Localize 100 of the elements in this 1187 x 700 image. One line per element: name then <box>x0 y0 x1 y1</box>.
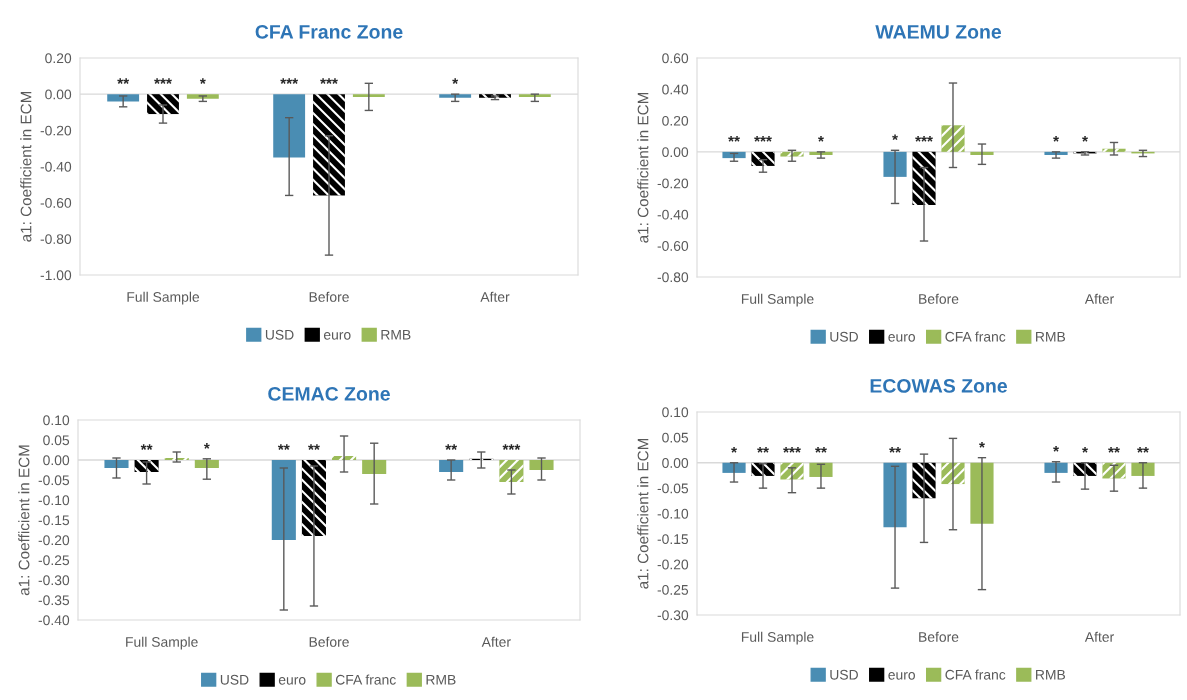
data-label: ** <box>117 78 130 84</box>
y-tick-label: 0.60 <box>662 53 689 64</box>
chart-title: WAEMU Zone <box>875 25 1002 39</box>
data-label: * <box>818 135 824 142</box>
bar <box>883 151 907 177</box>
data-label: ** <box>140 444 153 450</box>
legend-label: USD <box>830 669 858 680</box>
data-label: * <box>1053 446 1059 452</box>
y-tick-label: -0.40 <box>38 615 70 626</box>
y-tick-label: -0.25 <box>657 584 689 595</box>
y-tick-label: 0.10 <box>662 407 689 418</box>
x-tick-label: Full Sample <box>741 631 814 645</box>
y-tick-label: -0.05 <box>657 483 689 494</box>
y-axis-title: a1: Coefficient in ECM <box>20 91 32 242</box>
legend-label: euro <box>888 334 915 342</box>
legend-label: RMB <box>1036 331 1066 342</box>
data-label: *** <box>154 78 172 84</box>
x-tick-label: After <box>1084 631 1114 642</box>
legend-label: USD <box>830 331 858 342</box>
y-tick-label: 0.00 <box>662 147 689 158</box>
data-label: *** <box>915 135 933 142</box>
legend-label: euro <box>323 332 351 340</box>
data-label: ** <box>728 135 740 142</box>
y-tick-label: -0.30 <box>657 610 689 621</box>
y-tick-label: -0.40 <box>40 161 72 172</box>
chart-title: CEMAC Zone <box>268 386 390 401</box>
y-tick-label: 0.20 <box>662 115 689 126</box>
y-tick-label: 0.00 <box>662 458 689 468</box>
chart-title: ECOWAS Zone <box>870 378 1007 393</box>
y-tick-label: 0.00 <box>43 455 70 466</box>
y-tick-label: -0.80 <box>40 234 72 244</box>
x-tick-label: After <box>1084 293 1114 304</box>
data-label: * <box>199 78 206 84</box>
data-label: * <box>452 78 459 84</box>
x-tick-label: Before <box>309 636 349 647</box>
data-label: *** <box>320 78 338 84</box>
y-tick-label: 0.40 <box>662 84 689 95</box>
y-tick-label: -0.20 <box>657 559 689 570</box>
y-tick-label: -0.20 <box>40 125 72 136</box>
x-tick-label: After <box>481 636 511 647</box>
x-tick-label: Full Sample <box>127 291 200 305</box>
data-label: *** <box>280 78 299 84</box>
y-tick-label: 0.05 <box>662 432 689 443</box>
y-axis-title: a1: Coefficient in ECM <box>637 92 649 243</box>
y-tick-label: 0.05 <box>43 435 70 446</box>
y-tick-label: 0.00 <box>45 89 72 100</box>
x-tick-label: Before <box>309 291 349 302</box>
data-label: ** <box>1137 447 1149 453</box>
data-label: ** <box>815 447 827 453</box>
legend-label: RMB <box>426 674 456 685</box>
legend-label: CFA franc <box>335 674 396 685</box>
data-label: ** <box>1108 447 1120 453</box>
legend-label: RMB <box>1036 669 1066 680</box>
data-label: * <box>203 443 210 449</box>
y-tick-label: -0.60 <box>40 198 72 208</box>
data-label: * <box>979 441 985 448</box>
data-label: * <box>731 447 737 453</box>
data-label: ** <box>277 444 290 450</box>
x-tick-label: After <box>480 291 510 302</box>
legend-label: euro <box>278 677 306 685</box>
data-label: * <box>892 134 898 141</box>
data-label: ** <box>889 447 901 453</box>
y-tick-label: -0.60 <box>657 241 689 251</box>
y-tick-label: -0.10 <box>657 508 689 519</box>
y-tick-label: 0.20 <box>45 53 72 64</box>
x-tick-label: Before <box>919 293 959 304</box>
bar <box>970 151 994 155</box>
x-tick-label: Full Sample <box>126 636 198 650</box>
x-tick-label: Full Sample <box>741 293 814 307</box>
y-tick-label: -0.30 <box>38 575 70 586</box>
y-tick-label: -0.35 <box>38 595 70 606</box>
legend-label: euro <box>888 672 915 680</box>
y-tick-label: -0.05 <box>38 475 70 486</box>
y-axis-title: a1: Coefficient in ECM <box>637 438 649 589</box>
legend-label: USD <box>265 329 294 340</box>
chart-title: CFA Franc Zone <box>255 24 403 39</box>
x-tick-label: Before <box>919 631 959 642</box>
data-label: *** <box>783 447 801 453</box>
y-tick-label: -0.15 <box>38 515 70 526</box>
legend-label: CFA franc <box>945 669 1006 680</box>
y-tick-label: -0.80 <box>657 272 689 283</box>
data-label: * <box>1053 135 1059 142</box>
y-tick-label: -0.20 <box>657 178 689 189</box>
y-tick-label: -0.15 <box>657 534 689 545</box>
data-label: ** <box>445 444 458 450</box>
y-tick-label: -0.40 <box>657 209 689 220</box>
y-tick-label: -0.20 <box>38 535 70 546</box>
legend-label: USD <box>220 674 249 685</box>
data-label: * <box>1082 447 1088 453</box>
data-label: ** <box>308 444 320 450</box>
data-label: * <box>1082 135 1088 142</box>
data-label: *** <box>502 444 521 450</box>
y-axis-title: a1: Coefficient in ECM <box>18 445 30 596</box>
y-tick-label: -0.10 <box>38 495 70 506</box>
y-tick-label: 0.10 <box>43 415 70 426</box>
legend-label: CFA franc <box>945 331 1006 342</box>
y-tick-label: -0.25 <box>38 555 70 566</box>
y-tick-label: -1.00 <box>40 270 72 281</box>
legend-label: RMB <box>381 329 411 340</box>
data-label: *** <box>754 135 772 142</box>
